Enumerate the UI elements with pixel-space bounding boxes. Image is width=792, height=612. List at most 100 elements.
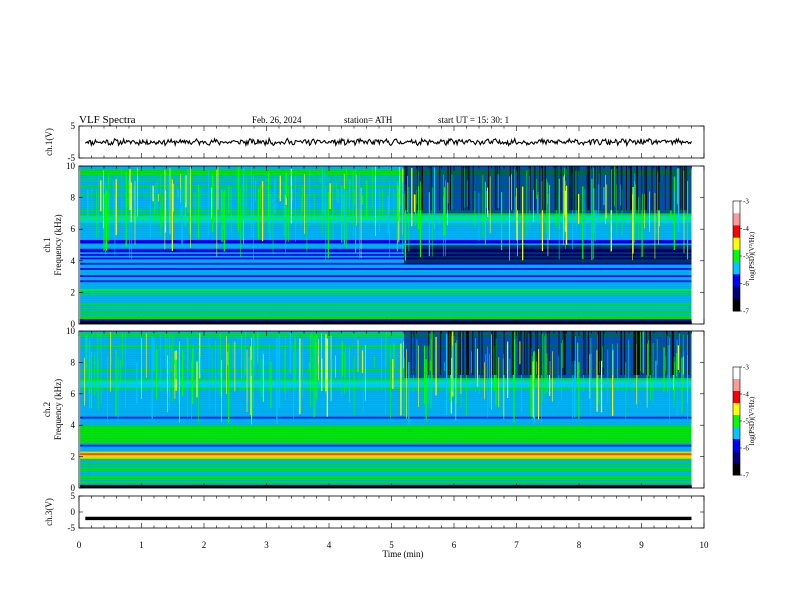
freq-band (80, 470, 692, 473)
sferic (365, 344, 366, 401)
sferic (172, 334, 174, 403)
dropout (534, 166, 536, 211)
dropout (621, 331, 623, 375)
freq-band (80, 188, 692, 191)
freq-band (80, 432, 692, 435)
sferic (650, 356, 651, 401)
dropout (644, 166, 646, 211)
freq-band (80, 276, 692, 279)
sferic (509, 176, 510, 261)
freq-band (80, 239, 692, 242)
sferic (677, 168, 680, 233)
sferic (598, 357, 600, 404)
colorbar-swatch (733, 451, 740, 464)
y-tick-label: 4 (71, 420, 76, 430)
sferic (373, 356, 375, 369)
sferic (471, 351, 472, 373)
freq-band (80, 269, 692, 272)
sferic (673, 191, 675, 212)
freq-band (80, 208, 692, 211)
sferic (173, 360, 176, 365)
sferic (506, 341, 509, 398)
sferic (485, 354, 487, 391)
dropout (587, 331, 589, 375)
dropout (680, 166, 682, 211)
sferic (354, 189, 356, 206)
sferic (100, 180, 102, 212)
sferic (115, 179, 117, 236)
x-tick-label: 1 (139, 540, 144, 550)
sferic (215, 340, 216, 415)
sferic (156, 181, 158, 217)
sferic (91, 188, 93, 212)
freq-band (80, 449, 692, 452)
sferic (596, 350, 598, 412)
sferic (542, 333, 544, 402)
sferic (683, 356, 685, 375)
sferic (86, 334, 88, 382)
sferic (327, 191, 329, 259)
dropout (649, 331, 651, 375)
sferic (598, 184, 599, 217)
dropout (512, 166, 514, 211)
sferic (88, 359, 90, 394)
freq-band (80, 180, 692, 183)
dropout (681, 166, 683, 211)
dropout (664, 166, 666, 211)
sferic (285, 175, 286, 255)
sferic (216, 170, 218, 257)
sferic (178, 350, 179, 405)
dropout (658, 166, 660, 211)
sferic (284, 194, 286, 237)
freq-band (80, 316, 692, 320)
ch2-colorbar: -3 -4 -5 -6 -7 log(PSD)(V²/Hz) (732, 364, 756, 480)
sferic (474, 190, 476, 229)
colorbar-swatch (733, 427, 740, 440)
sferic (522, 186, 524, 261)
sferic (130, 182, 132, 223)
sferic (269, 193, 271, 240)
x-tick-label: 5 (389, 540, 394, 550)
dropout (583, 331, 585, 375)
sferic (533, 189, 534, 222)
spectrogram-image (80, 166, 692, 325)
x-ticks (78, 126, 705, 158)
dropout (450, 166, 452, 211)
sferic (648, 339, 649, 377)
sferic (191, 348, 194, 404)
sferic (392, 359, 394, 389)
sferic (272, 197, 274, 254)
sferic (311, 331, 313, 392)
sferic (526, 170, 528, 236)
dropout (496, 166, 498, 211)
ch1-colorbar: -3 -4 -5 -6 -7 log(PSD)(V²/Hz) (732, 198, 756, 316)
dropout (597, 331, 599, 375)
dropout (624, 331, 626, 375)
sferic (632, 194, 633, 261)
sferic (261, 359, 263, 402)
sferic (612, 350, 614, 416)
sferic (136, 361, 138, 405)
sferic (217, 166, 219, 210)
dropout (519, 166, 521, 211)
y-axis-label: ch.1(V) (44, 128, 54, 156)
sferic (169, 167, 171, 235)
colorbar-label: log(PSD)(V²/Hz) (748, 231, 756, 280)
colorbar-swatch (733, 274, 740, 288)
y-axis-label: ch.2Frequency (kHz) (42, 379, 63, 440)
sferic (677, 355, 679, 368)
sferic (398, 188, 399, 221)
sferic (652, 343, 654, 402)
sferic (198, 351, 200, 424)
freq-band (80, 306, 692, 309)
dropout (467, 166, 469, 211)
x-ticks (78, 166, 705, 324)
freq-band (80, 169, 692, 172)
sferic (257, 332, 259, 364)
sferic (185, 175, 187, 208)
colorbar-tick-label: -7 (743, 308, 749, 316)
sferic (617, 343, 618, 392)
dropout (636, 166, 638, 211)
sferic (253, 173, 254, 261)
freq-band (80, 416, 692, 419)
